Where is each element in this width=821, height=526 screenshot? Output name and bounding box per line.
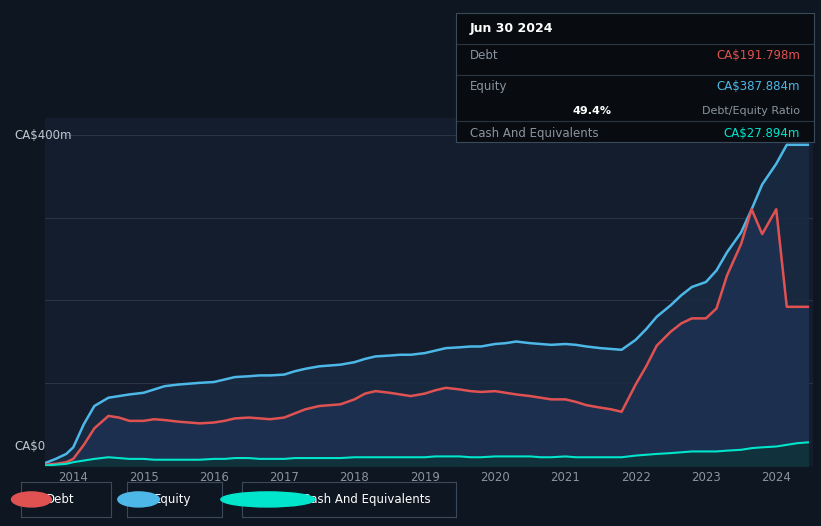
- Circle shape: [221, 492, 314, 507]
- Circle shape: [117, 492, 159, 507]
- Text: CA$387.884m: CA$387.884m: [717, 80, 800, 93]
- Text: Jun 30 2024: Jun 30 2024: [470, 22, 553, 35]
- Text: Debt: Debt: [46, 493, 75, 506]
- Text: CA$0: CA$0: [15, 440, 46, 453]
- Text: Cash And Equivalents: Cash And Equivalents: [470, 127, 599, 139]
- Text: CA$400m: CA$400m: [15, 129, 72, 142]
- Text: CA$27.894m: CA$27.894m: [723, 127, 800, 139]
- Text: Debt/Equity Ratio: Debt/Equity Ratio: [702, 106, 800, 116]
- Text: 49.4%: 49.4%: [573, 106, 612, 116]
- Text: CA$191.798m: CA$191.798m: [716, 49, 800, 62]
- Text: Cash And Equivalents: Cash And Equivalents: [302, 493, 430, 506]
- Circle shape: [11, 492, 51, 507]
- Text: Debt: Debt: [470, 49, 498, 62]
- Text: Equity: Equity: [470, 80, 507, 93]
- Text: Equity: Equity: [154, 493, 191, 506]
